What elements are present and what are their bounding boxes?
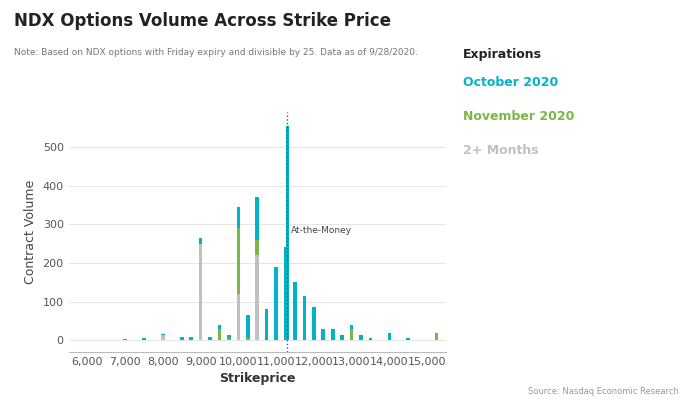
Bar — [237, 207, 240, 228]
Bar — [255, 197, 259, 240]
Bar — [322, 329, 325, 340]
Text: Note: Based on NDX options with Friday expiry and divisible by 25. Data as of 9/: Note: Based on NDX options with Friday e… — [14, 48, 418, 57]
Text: October 2020: October 2020 — [463, 76, 558, 89]
Bar — [255, 255, 259, 340]
Bar — [359, 334, 363, 340]
Bar — [265, 310, 268, 340]
Bar — [350, 325, 353, 329]
Text: NDX Options Volume Across Strike Price: NDX Options Volume Across Strike Price — [14, 12, 391, 30]
Bar — [285, 126, 289, 340]
Bar — [199, 244, 202, 340]
Bar — [209, 336, 212, 340]
Text: At-the-Money: At-the-Money — [290, 226, 352, 234]
Bar — [123, 339, 127, 340]
Bar — [142, 338, 146, 340]
Bar — [227, 338, 230, 340]
Text: Source: Nasdaq Economic Research: Source: Nasdaq Economic Research — [528, 387, 679, 396]
Bar — [293, 282, 297, 340]
X-axis label: Strikeprice: Strikeprice — [219, 372, 296, 386]
Text: 2+ Months: 2+ Months — [463, 144, 539, 157]
Bar — [274, 267, 278, 340]
Bar — [246, 338, 250, 340]
Bar — [199, 238, 202, 244]
Bar — [331, 329, 335, 340]
Bar — [406, 338, 410, 340]
Bar — [350, 329, 353, 340]
Bar — [284, 248, 287, 340]
Text: Expirations: Expirations — [463, 48, 542, 61]
Bar — [189, 336, 193, 340]
Bar — [246, 315, 250, 338]
Bar — [227, 334, 230, 338]
Bar — [217, 329, 222, 340]
Bar — [435, 333, 438, 340]
Y-axis label: Contract Volume: Contract Volume — [24, 180, 37, 284]
Bar — [312, 308, 316, 340]
Bar — [340, 334, 344, 340]
Bar — [161, 334, 165, 340]
Bar — [368, 338, 372, 340]
Bar — [237, 228, 240, 294]
Bar — [388, 333, 391, 340]
Bar — [217, 325, 222, 329]
Bar — [255, 240, 259, 255]
Bar — [303, 296, 306, 340]
Text: November 2020: November 2020 — [463, 110, 574, 123]
Bar — [237, 294, 240, 340]
Bar — [180, 336, 184, 340]
